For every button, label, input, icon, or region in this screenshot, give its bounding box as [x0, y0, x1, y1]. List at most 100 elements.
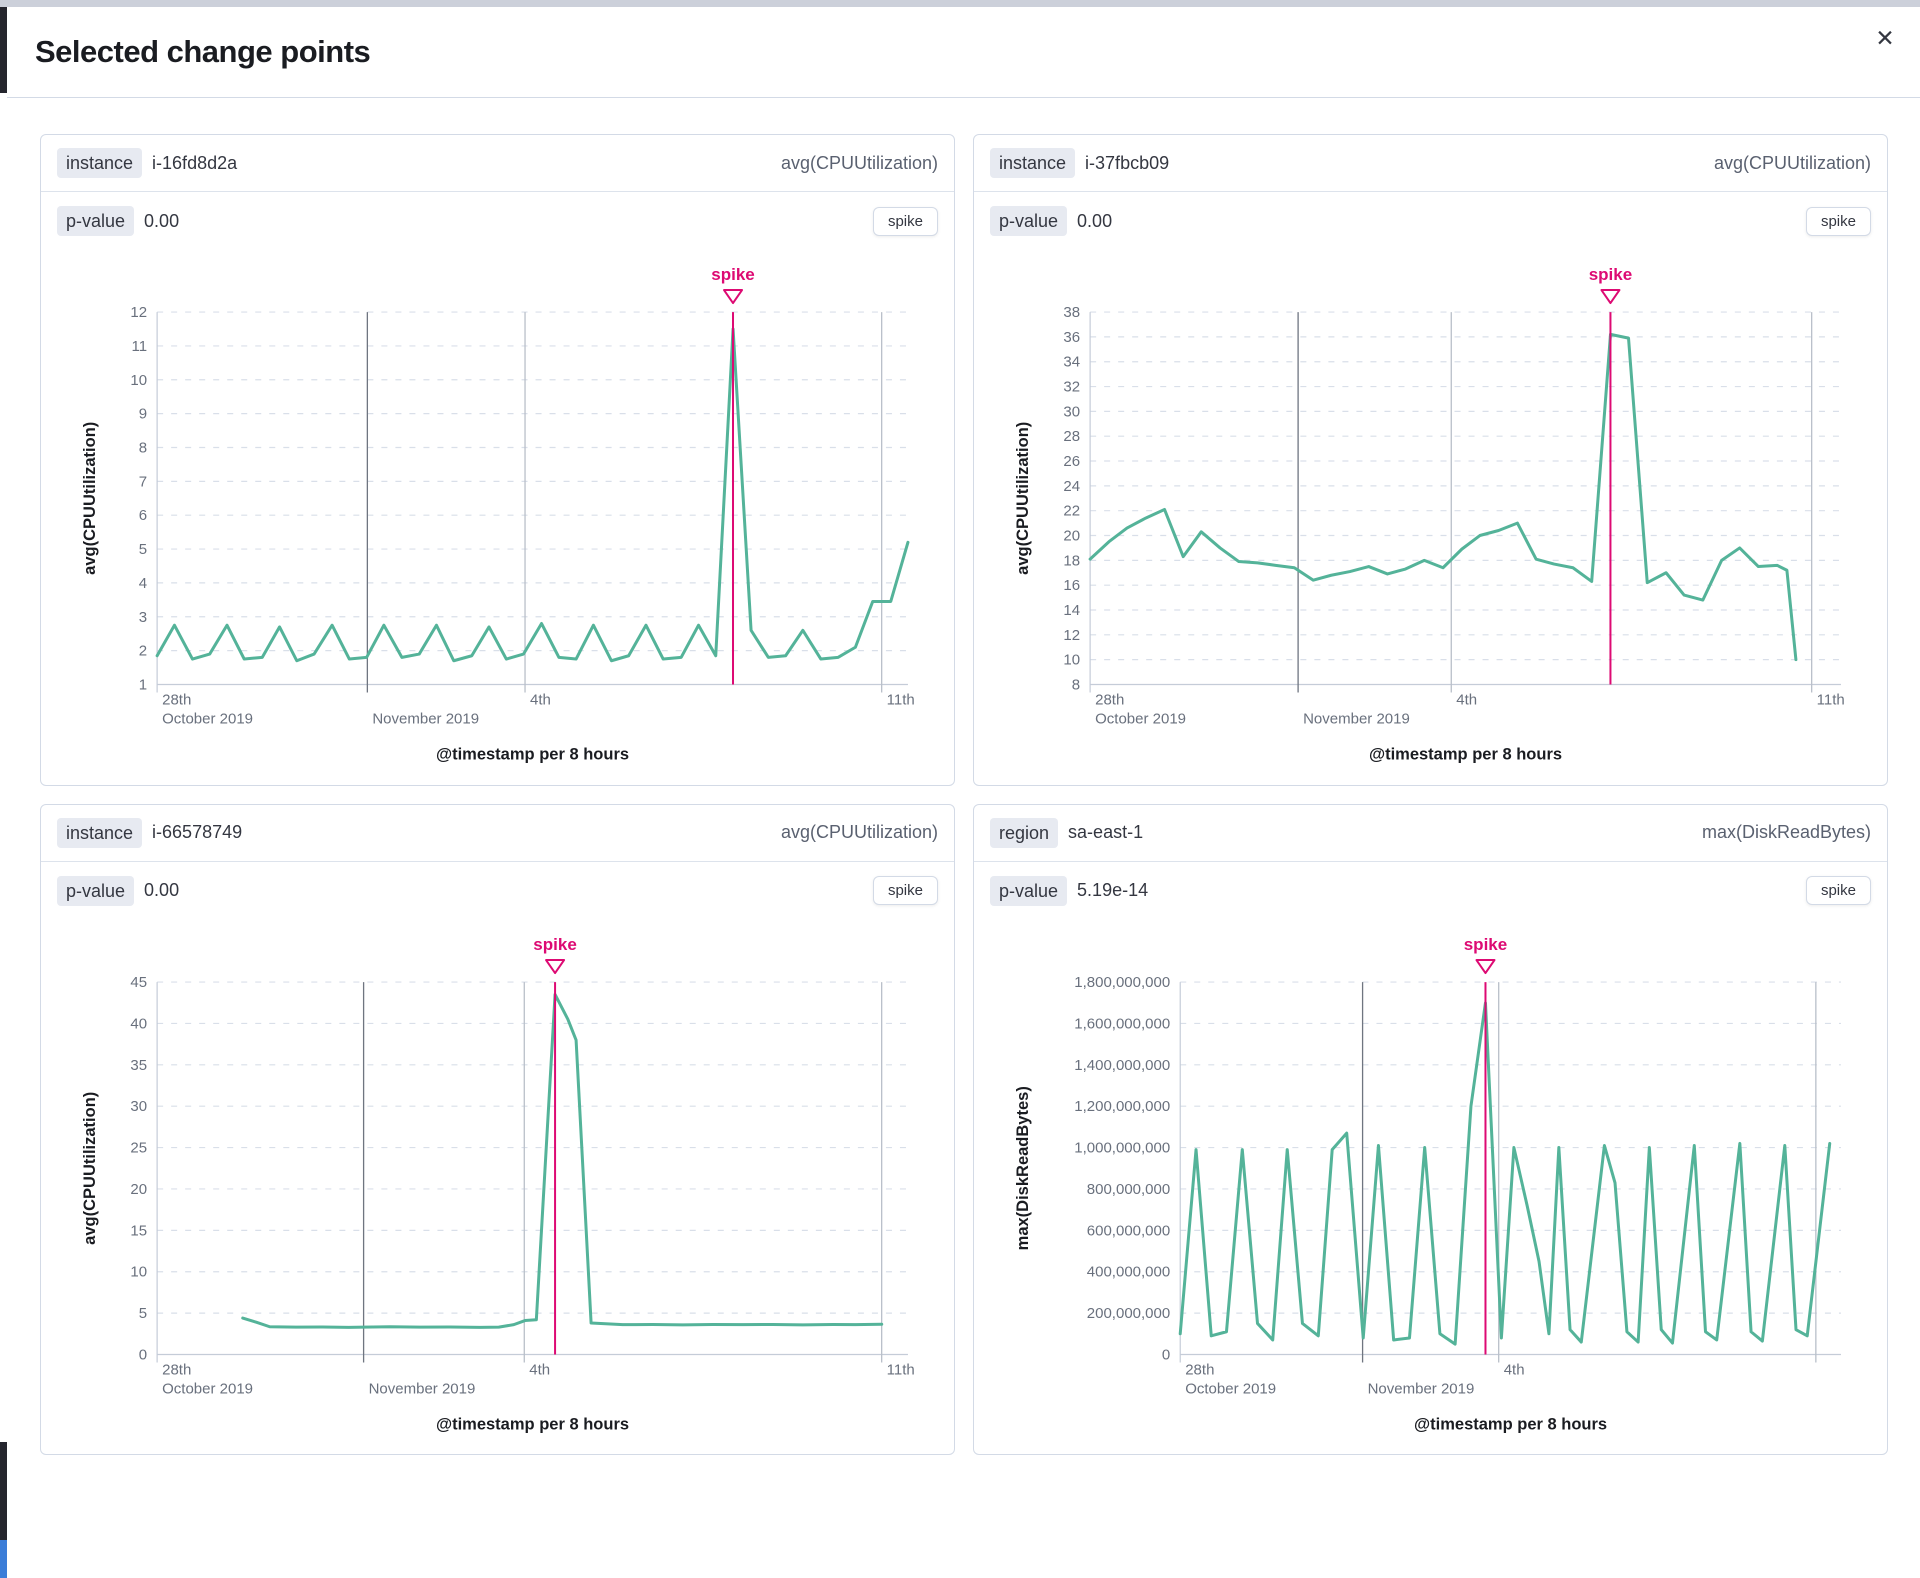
y-axis-title: avg(CPUUtilization): [81, 422, 99, 575]
svg-text:1,600,000,000: 1,600,000,000: [1074, 1015, 1170, 1032]
svg-text:18: 18: [1063, 552, 1080, 569]
svg-text:11th: 11th: [887, 1361, 915, 1378]
svg-text:4th: 4th: [1504, 1361, 1525, 1378]
svg-text:October 2019: October 2019: [162, 711, 253, 728]
p-value-badge: p-value: [57, 206, 135, 236]
field-value: i-66578749: [152, 822, 243, 843]
svg-text:45: 45: [130, 974, 147, 991]
svg-text:4th: 4th: [529, 1361, 550, 1378]
svg-text:200,000,000: 200,000,000: [1087, 1305, 1170, 1322]
p-value: 0.00: [144, 880, 180, 901]
svg-text:22: 22: [1063, 503, 1080, 520]
spike-annotation-label: spike: [533, 935, 576, 954]
svg-text:9: 9: [139, 406, 147, 423]
field-badge: instance: [57, 148, 143, 178]
svg-text:11: 11: [132, 338, 148, 355]
page-background-edge: [0, 1442, 7, 1578]
card-pvalue-row: p-value 0.00 spike: [41, 192, 954, 250]
svg-text:30: 30: [130, 1098, 147, 1115]
svg-text:4: 4: [139, 575, 147, 592]
metric-label: avg(CPUUtilization): [1713, 152, 1871, 173]
p-value: 0.00: [144, 210, 180, 231]
page-background-top-strip: [0, 0, 1920, 7]
change-point-card-3: instance i-66578749 avg(CPUUtilization) …: [40, 803, 955, 1456]
svg-text:6: 6: [139, 507, 147, 524]
card-pvalue-row: p-value 0.00 spike: [41, 862, 954, 920]
x-axis-title: @timestamp per 8 hours: [436, 746, 629, 764]
change-point-card-4: region sa-east-1 max(DiskReadBytes) p-va…: [973, 803, 1888, 1456]
svg-text:28th: 28th: [1185, 1361, 1214, 1378]
page-title: Selected change points: [35, 34, 371, 69]
card-header-row: instance i-37fbcb09 avg(CPUUtilization): [974, 135, 1887, 192]
svg-text:8: 8: [1072, 676, 1080, 693]
p-value: 5.19e-14: [1077, 880, 1149, 901]
svg-text:7: 7: [139, 473, 147, 490]
field-value: i-16fd8d2a: [152, 152, 238, 173]
spike-marker-triangle-icon: [723, 289, 744, 305]
change-point-card-1: instance i-16fd8d2a avg(CPUUtilization) …: [40, 134, 955, 786]
svg-text:20: 20: [130, 1181, 147, 1198]
page-background-edge: [0, 7, 7, 93]
field-value: sa-east-1: [1068, 822, 1144, 843]
svg-text:38: 38: [1063, 304, 1080, 321]
svg-text:35: 35: [130, 1056, 147, 1073]
svg-text:10: 10: [130, 372, 147, 389]
svg-text:24: 24: [1063, 478, 1080, 495]
spike-marker-triangle-icon: [1475, 958, 1496, 974]
change-point-card-2: instance i-37fbcb09 avg(CPUUtilization) …: [973, 134, 1888, 786]
line-chart-svg: 0 200,000,000 400,000,000 600,000,000 800,00…: [1014, 935, 1841, 1433]
spike-annotation-label: spike: [1464, 935, 1507, 954]
change-type-button[interactable]: spike: [1805, 206, 1871, 236]
svg-text:32: 32: [1063, 379, 1080, 396]
field-badge: region: [990, 817, 1059, 848]
svg-text:10: 10: [1063, 652, 1080, 669]
metric-label: max(DiskReadBytes): [1701, 822, 1871, 843]
svg-text:October 2019: October 2019: [162, 1380, 253, 1397]
line-chart-svg: 8 10 12 14 16 18 20 22 24 26 28 30 32 34 36 38 November …: [1014, 265, 1845, 764]
card-pvalue-row: p-value 5.19e-14 spike: [974, 862, 1887, 920]
card-header-row: instance i-66578749 avg(CPUUtilization): [41, 805, 954, 862]
svg-text:November 2019: November 2019: [1303, 711, 1410, 728]
x-axis-title: @timestamp per 8 hours: [1414, 1415, 1607, 1433]
close-icon[interactable]: ✕: [1864, 17, 1906, 59]
svg-text:5: 5: [139, 541, 147, 558]
spike-annotation-label: spike: [1589, 265, 1632, 284]
svg-text:11th: 11th: [1817, 692, 1845, 709]
change-point-grid: instance i-16fd8d2a avg(CPUUtilization) …: [7, 98, 1920, 1515]
y-axis-title: avg(CPUUtilization): [81, 1091, 99, 1244]
spike-marker-triangle-icon: [1600, 289, 1621, 305]
field-badge: instance: [990, 148, 1076, 178]
svg-text:3: 3: [139, 609, 147, 626]
svg-text:28: 28: [1063, 428, 1080, 445]
change-type-button[interactable]: spike: [872, 206, 938, 236]
svg-text:5: 5: [139, 1305, 147, 1322]
svg-text:28th: 28th: [1095, 692, 1124, 709]
change-points-flyout: Selected change points ✕ instance i-16fd…: [7, 7, 1920, 1578]
metric-label: avg(CPUUtilization): [780, 152, 938, 173]
line-chart-svg: 0 5 10 15 20 25 30 35 40 45 November 2019 4th 11th 28…: [81, 935, 915, 1434]
svg-text:14: 14: [1063, 602, 1080, 619]
change-type-button[interactable]: spike: [872, 876, 938, 906]
svg-text:36: 36: [1063, 329, 1080, 346]
change-point-chart: 1 2 3 4 5 6 7 8 9 10 11 12 November 2019 4th 11th 28th O…: [41, 250, 954, 785]
svg-text:16: 16: [1063, 577, 1080, 594]
svg-text:34: 34: [1063, 354, 1080, 371]
y-axis-title: max(DiskReadBytes): [1014, 1086, 1032, 1250]
svg-text:11th: 11th: [887, 692, 915, 709]
svg-text:600,000,000: 600,000,000: [1087, 1222, 1170, 1239]
spike-marker-triangle-icon: [545, 958, 566, 974]
p-value-badge: p-value: [57, 875, 135, 906]
svg-text:20: 20: [1063, 528, 1080, 545]
metric-label: avg(CPUUtilization): [780, 822, 938, 843]
card-header-row: instance i-16fd8d2a avg(CPUUtilization): [41, 135, 954, 192]
change-type-button[interactable]: spike: [1805, 876, 1871, 906]
svg-text:12: 12: [130, 304, 147, 321]
p-value-badge: p-value: [990, 206, 1068, 236]
svg-text:October 2019: October 2019: [1185, 1380, 1276, 1397]
change-point-chart: 0 200,000,000 400,000,000 600,000,000 800,00…: [974, 920, 1887, 1455]
svg-text:12: 12: [1063, 627, 1080, 644]
svg-text:1,400,000,000: 1,400,000,000: [1074, 1056, 1170, 1073]
svg-text:4th: 4th: [530, 692, 551, 709]
svg-text:40: 40: [130, 1015, 147, 1032]
